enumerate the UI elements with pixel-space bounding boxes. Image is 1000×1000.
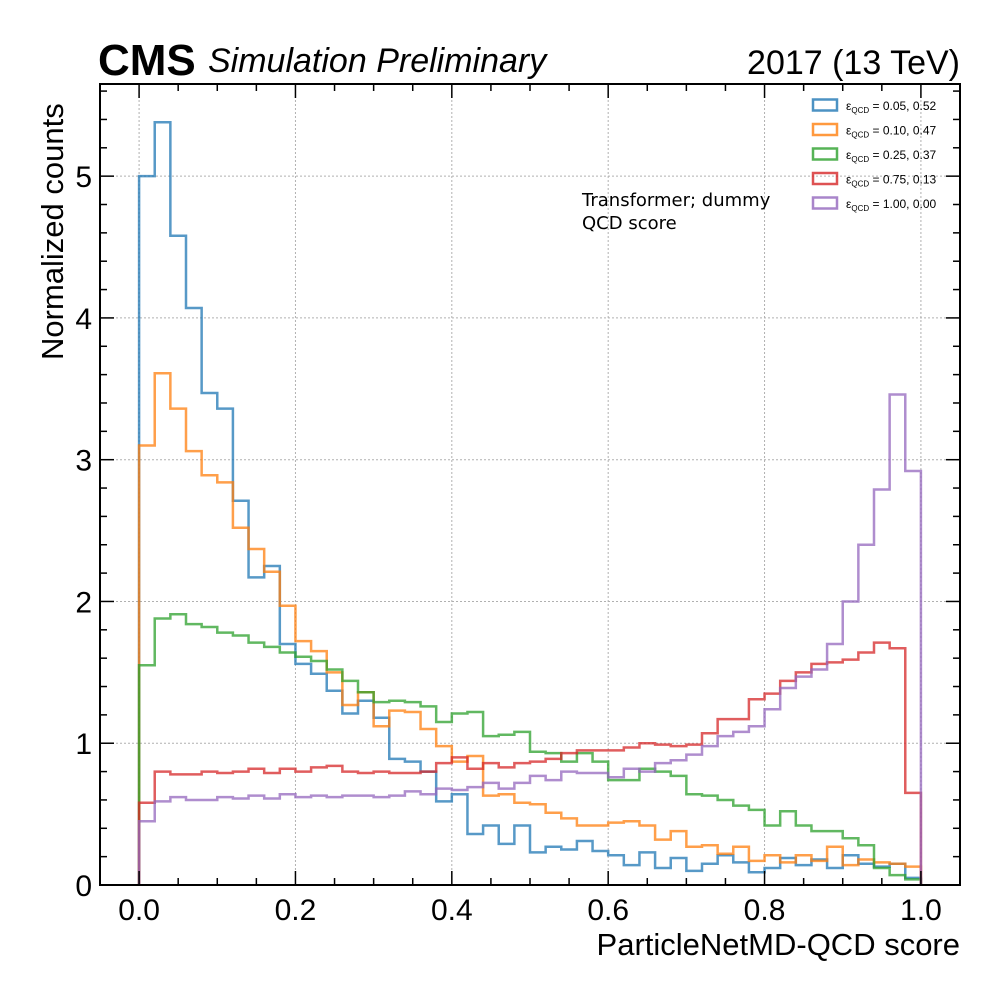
legend: εQCD = 0.05, 0.52 εQCD = 0.10, 0.47 εQCD =… <box>811 98 937 213</box>
lumi-label: 2017 (13 TeV) <box>747 44 960 82</box>
series-step-4 <box>137 393 923 885</box>
x-tick-label: 1.0 <box>900 894 942 927</box>
series-step-1 <box>137 371 923 885</box>
legend-swatch <box>811 196 839 210</box>
y-tick-label: 4 <box>75 303 92 336</box>
y-tick-label: 0 <box>75 870 92 903</box>
tick-labels-group: 0.0 0.2 0.4 0.6 0.8 1.0 0 1 2 3 4 5 <box>75 161 941 927</box>
y-tick-label: 5 <box>75 161 92 194</box>
series-group <box>137 121 923 885</box>
legend-label: εQCD = 0.25, 0.37 <box>846 148 937 164</box>
legend-swatch <box>811 171 839 186</box>
legend-label: εQCD = 0.05, 0.52 <box>846 99 937 115</box>
series-step-2 <box>137 612 923 885</box>
legend-label: εQCD = 0.10, 0.47 <box>846 124 937 140</box>
x-tick-label: 0.0 <box>118 894 160 927</box>
experiment-label: CMS <box>98 36 196 85</box>
legend-swatch <box>811 98 839 112</box>
series-step-3 <box>137 641 923 885</box>
annotation-line-2: QCD score <box>582 213 677 234</box>
annotation-line-1: Transformer; dummy <box>581 190 771 211</box>
legend-swatch <box>811 122 839 137</box>
y-tick-label: 3 <box>75 445 92 478</box>
x-tick-label: 0.8 <box>744 894 786 927</box>
legend-label: εQCD = 0.75, 0.13 <box>846 173 937 189</box>
plot-frame <box>99 83 961 886</box>
x-axis-title: ParticleNetMD-QCD score <box>597 927 960 962</box>
legend-swatch <box>811 147 839 161</box>
y-axis-title: Normalized counts <box>35 103 70 360</box>
x-tick-label: 0.6 <box>587 894 629 927</box>
y-tick-label: 1 <box>75 728 92 761</box>
x-tick-label: 0.4 <box>431 894 473 927</box>
legend-label: εQCD = 1.00, 0.00 <box>846 197 937 213</box>
x-tick-label: 0.2 <box>275 894 317 927</box>
status-label: Simulation Preliminary <box>208 42 548 80</box>
y-tick-label: 2 <box>75 586 92 619</box>
